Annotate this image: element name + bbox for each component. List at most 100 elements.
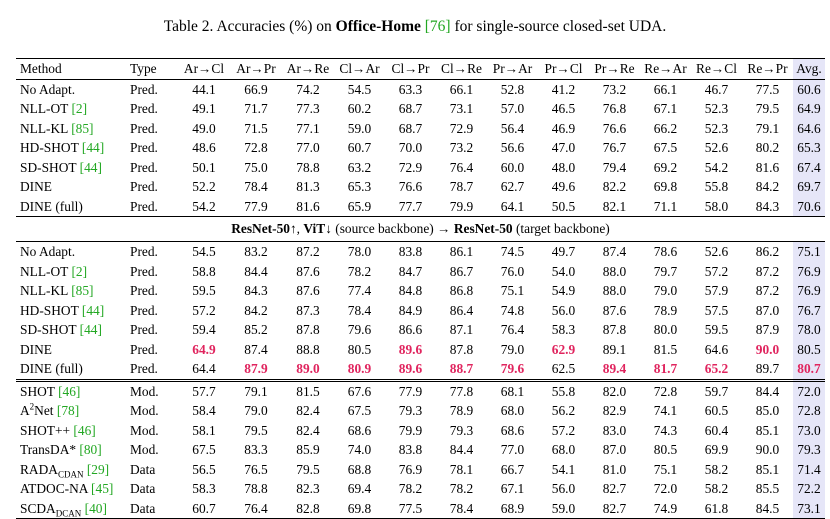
table-row: NLL-OT [2] Pred. 49.1 71.7 77.3 60.2 68.7 73.1 5…	[16, 99, 825, 119]
value-cell: 79.9	[449, 198, 474, 214]
value-cell: 78.4	[436, 498, 487, 519]
value-cell: 52.3	[704, 101, 729, 116]
value-cell: 52.3	[704, 120, 729, 136]
value-cell: 74.0	[347, 442, 372, 457]
value-cell: 65.2	[704, 361, 729, 376]
value-cell: 72.8	[244, 140, 268, 155]
type-cell: Pred.	[130, 361, 158, 376]
column-header: Cl→Re	[436, 58, 487, 80]
table-row: ATDOC-NA [45] Data 58.3 78.8 82.3 69.4 78.2 78.…	[16, 479, 825, 499]
column-header: Pr→Cl	[538, 58, 589, 80]
table-row: TransDA* [80] Mod. 67.5 83.3 85.9 74.0 83.8 84.…	[16, 440, 825, 460]
value-cell: 88.7	[449, 361, 474, 376]
method-name: HD-SHOT	[20, 302, 82, 318]
value-cell: 75.1	[500, 283, 525, 298]
avg-cell: 72.8	[793, 401, 825, 421]
value-cell: 87.6	[296, 283, 320, 298]
value-cell: 79.0	[244, 403, 268, 418]
value-cell: 77.0	[500, 442, 525, 457]
type-cell: Mod.	[126, 378, 178, 401]
value-cell: 84.4	[449, 442, 474, 457]
value-cell: 82.4	[296, 403, 320, 418]
column-header: Method	[16, 58, 126, 80]
value-cell: 89.4	[602, 361, 627, 376]
value-cell: 79.0	[500, 341, 525, 357]
table-row: SHOT [46] Mod. 57.7 79.1 81.5 67.6 77.9 77.8 68.…	[16, 378, 825, 401]
method-cell: SCDADCAN [40]	[16, 498, 126, 519]
value-cell: 67.5	[192, 442, 216, 457]
value-cell: 82.0	[589, 378, 640, 401]
value-cell: 79.0	[653, 283, 678, 298]
value-cell: 79.7	[653, 263, 678, 279]
value-cell: 82.1	[602, 198, 627, 214]
value-cell: 90.0	[755, 442, 780, 457]
method-citation: [40]	[84, 500, 107, 516]
method-name: NLL-OT	[20, 263, 72, 279]
avg-cell: 60.6	[793, 79, 825, 99]
method-cell: HD-SHOT [44]	[16, 301, 126, 321]
value-cell: 90.0	[755, 341, 780, 357]
caption-dataset: Office-Home	[335, 18, 421, 35]
avg-cell: 67.4	[793, 157, 825, 177]
caption-suffix: for single-source closed-set UDA.	[450, 18, 667, 35]
value-cell: 61.8	[691, 498, 742, 519]
column-header: Type	[126, 58, 178, 80]
value-cell: 44.1	[192, 81, 216, 97]
method-cell: NLL-KL [85]	[16, 119, 126, 139]
table-row: HD-SHOT [44] Pred. 57.2 84.2 87.3 78.4 84.9 86.…	[16, 300, 825, 321]
value-cell: 65.3	[347, 179, 372, 194]
value-cell: 87.6	[602, 302, 627, 318]
value-cell: 54.2	[704, 159, 729, 175]
type-cell: Pred.	[130, 263, 158, 279]
method-citation: [46]	[58, 383, 81, 399]
value-cell: 49.7	[538, 241, 589, 262]
value-cell: 88.0	[602, 263, 627, 279]
value-cell: 67.1	[500, 481, 525, 496]
value-cell: 78.2	[449, 481, 474, 496]
value-cell: 87.2	[755, 283, 780, 298]
value-cell: 67.5	[653, 140, 678, 155]
method-citation: [44]	[81, 302, 105, 318]
value-cell: 87.8	[296, 322, 320, 337]
method-name-suffix: Net	[34, 403, 57, 418]
method-citation: [85]	[71, 120, 94, 136]
value-cell: 72.9	[398, 159, 423, 175]
value-cell: 76.7	[602, 140, 627, 155]
value-cell: 79.4	[602, 159, 627, 175]
method-cell: ATDOC-NA [45]	[16, 479, 126, 499]
value-cell: 68.7	[398, 101, 423, 116]
value-cell: 74.5	[487, 241, 538, 262]
table-row: DINE (full) Pred. 54.2 77.9 81.6 65.9 77.7 79.9…	[16, 196, 825, 217]
value-cell: 62.5	[551, 361, 576, 376]
type-cell: Data	[130, 461, 156, 477]
method-subscript: CDAN	[57, 469, 84, 480]
value-cell: 82.3	[296, 481, 320, 496]
value-cell: 87.8	[449, 341, 474, 357]
column-header: Avg.	[793, 58, 825, 80]
value-cell: 71.1	[653, 198, 678, 214]
avg-cell: 64.6	[793, 118, 825, 138]
value-cell: 77.7	[398, 198, 423, 214]
value-cell: 80.0	[653, 322, 678, 337]
value-cell: 80.5	[653, 442, 678, 457]
caption-prefix: Table 2. Accuracies (%) on	[163, 18, 336, 35]
value-cell: 85.0	[755, 403, 780, 418]
value-cell: 86.4	[449, 302, 474, 318]
value-cell: 84.2	[244, 302, 268, 318]
value-cell: 68.9	[487, 498, 538, 519]
value-cell: 65.9	[347, 198, 372, 214]
value-cell: 89.6	[398, 361, 423, 376]
value-cell: 60.2	[347, 101, 372, 116]
avg-cell: 79.3	[793, 440, 825, 460]
value-cell: 59.5	[704, 322, 729, 337]
value-cell: 86.7	[449, 263, 474, 279]
value-cell: 50.1	[192, 159, 216, 175]
value-cell: 62.7	[500, 179, 525, 194]
value-cell: 71.5	[244, 120, 268, 136]
column-header: Cl→Ar	[334, 58, 385, 80]
type-cell: Mod.	[130, 442, 159, 457]
method-cell: DINE	[16, 340, 126, 360]
value-cell: 84.4	[742, 378, 793, 401]
value-cell: 69.8	[334, 498, 385, 519]
value-cell: 88.0	[602, 283, 627, 298]
